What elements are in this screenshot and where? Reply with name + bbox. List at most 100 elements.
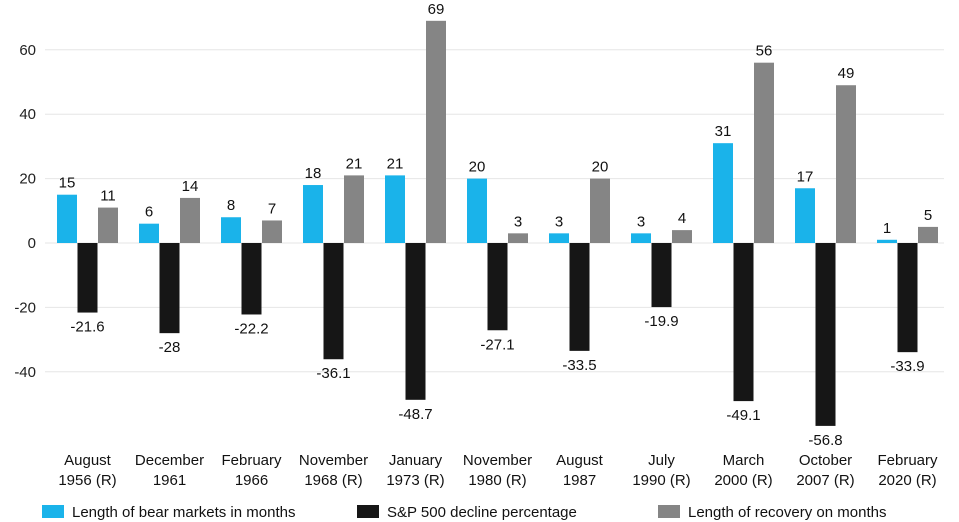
category-label: January: [389, 452, 443, 469]
category-label: 1968 (R): [304, 472, 362, 489]
category-label: 1956 (R): [58, 472, 116, 489]
category-label: July: [648, 452, 675, 469]
bar-recovery-length: [180, 197, 200, 243]
y-tick-label: 20: [19, 171, 36, 188]
legend-label: Length of recovery on months: [688, 504, 886, 521]
category-label: 1966: [235, 472, 268, 489]
bar-recovery-length: [508, 233, 528, 243]
data-label-bear-length: 6: [145, 204, 153, 221]
data-label-sp500-decline: -49.1: [726, 407, 760, 424]
data-label-bear-length: 18: [305, 165, 322, 182]
data-label-sp500-decline: -28: [159, 339, 181, 356]
category-label: December: [135, 452, 204, 469]
bar-recovery-length: [754, 62, 774, 244]
category-label: March: [723, 452, 765, 469]
category-label: 1961: [153, 472, 186, 489]
data-label-sp500-decline: -33.9: [890, 358, 924, 375]
bar-sp500-decline: [323, 243, 344, 360]
category-label: February: [877, 452, 938, 469]
bar-sp500-decline: [487, 243, 508, 331]
bar-recovery-length: [836, 85, 856, 243]
bar-sp500-decline: [77, 243, 98, 313]
data-label-recovery-length: 5: [924, 207, 932, 224]
bar-sp500-decline: [733, 243, 754, 402]
bar-sp500-decline: [651, 243, 672, 308]
data-label-recovery-length: 49: [838, 65, 855, 82]
data-label-bear-length: 31: [715, 123, 732, 140]
data-label-bear-length: 8: [227, 197, 235, 214]
data-label-sp500-decline: -22.2: [234, 320, 268, 337]
bar-sp500-decline: [569, 243, 590, 351]
category-label: 1973 (R): [386, 472, 444, 489]
bar-bear-length: [795, 188, 815, 243]
data-label-bear-length: 3: [637, 213, 645, 230]
bars: [57, 20, 938, 426]
legend-item-bear-length: Length of bear markets in months: [42, 504, 295, 521]
legend-label: Length of bear markets in months: [72, 504, 295, 521]
y-tick-label: 0: [28, 235, 36, 252]
bar-recovery-length: [262, 220, 282, 243]
category-labels: August 1956 (R) December 1961 February 1966 No…: [58, 452, 938, 489]
data-label-sp500-decline: -36.1: [316, 365, 350, 382]
bar-recovery-length: [98, 207, 118, 243]
data-label-recovery-length: 14: [182, 178, 199, 195]
bar-bear-length: [549, 233, 569, 243]
data-label-bear-length: 1: [883, 220, 891, 237]
y-tick-label: 40: [19, 106, 36, 123]
legend-swatch: [658, 505, 680, 518]
data-label-bear-length: 21: [387, 155, 404, 172]
bar-bear-length: [631, 233, 651, 243]
category-label: 2007 (R): [796, 472, 854, 489]
data-label-recovery-length: 20: [592, 159, 609, 176]
category-label: 2000 (R): [714, 472, 772, 489]
bar-bear-length: [385, 175, 405, 243]
bar-recovery-length: [426, 20, 446, 243]
category-label: November: [299, 452, 368, 469]
category-label: October: [799, 452, 852, 469]
category-label: August: [556, 452, 604, 469]
legend-item-recovery-length: Length of recovery on months: [658, 504, 886, 521]
category-label: February: [221, 452, 282, 469]
legend: Length of bear markets in months S&P 500 …: [42, 504, 886, 521]
data-label-recovery-length: 21: [346, 155, 363, 172]
data-label-bear-length: 20: [469, 159, 486, 176]
bar-sp500-decline: [815, 243, 836, 426]
data-label-recovery-length: 4: [678, 210, 686, 227]
data-label-sp500-decline: -33.5: [562, 357, 596, 374]
data-label-bear-length: 15: [59, 175, 76, 192]
data-label-sp500-decline: -56.8: [808, 432, 842, 449]
data-label-sp500-decline: -21.6: [70, 319, 104, 336]
bar-sp500-decline: [405, 243, 426, 400]
bar-recovery-length: [590, 178, 610, 243]
data-label-recovery-length: 3: [514, 213, 522, 230]
bar-sp500-decline: [897, 243, 918, 353]
category-label: November: [463, 452, 532, 469]
legend-label: S&P 500 decline percentage: [387, 504, 577, 521]
bar-bear-length: [57, 194, 77, 243]
bar-bear-length: [713, 143, 733, 243]
data-label-recovery-length: 11: [100, 188, 116, 205]
category-label: 1980 (R): [468, 472, 526, 489]
data-label-bear-length: 17: [797, 168, 814, 185]
data-label-bear-length: 3: [555, 213, 563, 230]
y-tick-label: 60: [19, 42, 36, 59]
data-label-recovery-length: 56: [756, 43, 773, 60]
legend-swatch: [42, 505, 64, 518]
bar-bear-length: [877, 239, 897, 243]
data-label-sp500-decline: -48.7: [398, 406, 432, 423]
category-label: August: [64, 452, 112, 469]
bar-sp500-decline: [241, 243, 262, 315]
bar-bear-length: [467, 178, 487, 243]
data-label-recovery-length: 7: [268, 200, 276, 217]
bar-recovery-length: [672, 230, 692, 243]
bar-bear-length: [303, 185, 323, 243]
category-label: 2020 (R): [878, 472, 936, 489]
y-tick-label: -40: [14, 364, 36, 381]
data-label-recovery-length: 69: [428, 1, 445, 18]
y-tick-label: -20: [14, 299, 36, 316]
data-label-sp500-decline: -27.1: [480, 336, 514, 353]
category-label: 1990 (R): [632, 472, 690, 489]
data-label-sp500-decline: -19.9: [644, 313, 678, 330]
y-axis-tick-labels: 60 40 20 0 -20 -40: [14, 42, 36, 381]
